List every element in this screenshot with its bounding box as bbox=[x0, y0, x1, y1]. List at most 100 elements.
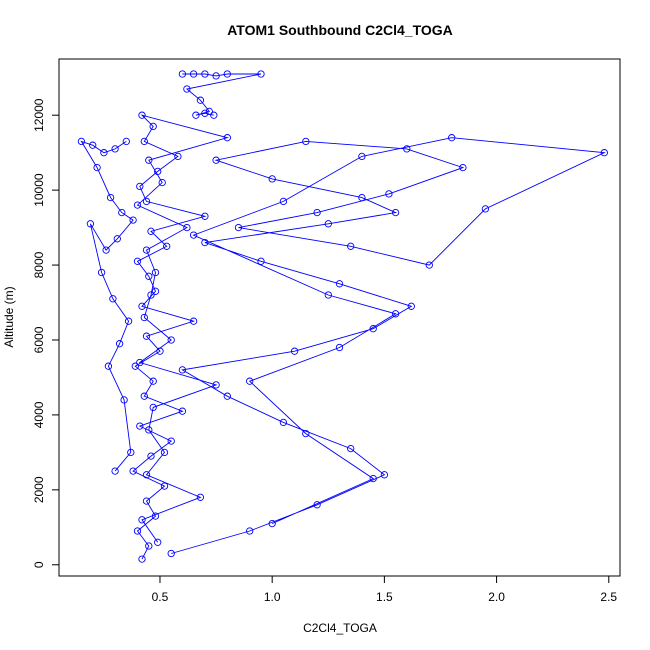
data-point bbox=[138, 302, 146, 310]
data-point bbox=[138, 555, 146, 563]
data-point bbox=[151, 268, 160, 277]
y-axis: 0 2000 4000 6000 8000 10000 12000 bbox=[32, 98, 60, 568]
data-point bbox=[313, 501, 321, 509]
data-point bbox=[189, 70, 198, 78]
data-point bbox=[212, 72, 220, 80]
data-point bbox=[324, 291, 332, 299]
data-point bbox=[391, 310, 400, 318]
x-tick-label: 1.5 bbox=[376, 590, 393, 604]
data-point bbox=[140, 313, 148, 322]
data-point bbox=[313, 208, 321, 217]
data-point bbox=[234, 223, 243, 232]
data-point bbox=[133, 201, 142, 209]
data-point bbox=[104, 362, 113, 370]
data-point bbox=[448, 134, 456, 142]
data-point bbox=[120, 396, 128, 404]
data-point bbox=[106, 193, 115, 202]
data-point bbox=[142, 246, 151, 254]
data-point bbox=[145, 542, 153, 550]
data-point bbox=[189, 317, 198, 325]
data-point bbox=[268, 519, 276, 528]
data-point bbox=[160, 482, 169, 490]
data-point bbox=[145, 426, 153, 434]
data-point bbox=[178, 70, 187, 78]
data-point bbox=[391, 208, 400, 217]
data-point bbox=[212, 381, 220, 389]
data-point bbox=[201, 109, 209, 117]
data-point bbox=[97, 268, 106, 277]
data-point bbox=[335, 343, 344, 352]
data-point bbox=[201, 70, 209, 78]
data-point bbox=[600, 149, 608, 157]
series-line bbox=[171, 137, 606, 554]
data-point bbox=[358, 152, 366, 161]
data-point bbox=[113, 235, 121, 243]
data-point bbox=[481, 205, 490, 213]
data-point bbox=[138, 111, 146, 119]
data-point bbox=[136, 182, 144, 191]
data-point bbox=[201, 212, 209, 220]
data-point bbox=[151, 287, 160, 295]
data-point bbox=[136, 422, 144, 430]
data-point bbox=[324, 220, 332, 228]
y-tick-label: 0 bbox=[32, 561, 46, 568]
data-point bbox=[167, 437, 175, 445]
data-point bbox=[133, 257, 142, 265]
data-point bbox=[257, 257, 265, 265]
data-point bbox=[183, 223, 191, 232]
data-point bbox=[189, 231, 198, 239]
data-point bbox=[192, 111, 200, 119]
series-line bbox=[132, 114, 229, 560]
data-point bbox=[154, 538, 162, 546]
x-tick-label: 2.0 bbox=[488, 590, 505, 604]
x-tick-label: 0.5 bbox=[152, 590, 169, 604]
x-axis-label: C2Cl4_TOGA bbox=[303, 621, 377, 635]
data-point bbox=[129, 467, 137, 475]
data-point bbox=[358, 193, 366, 202]
data-point bbox=[369, 474, 377, 483]
y-tick-label: 4000 bbox=[32, 401, 46, 428]
data-point bbox=[160, 448, 169, 457]
data-point bbox=[93, 163, 101, 172]
data-point bbox=[279, 418, 288, 427]
data-point bbox=[302, 137, 310, 146]
y-tick-label: 2000 bbox=[32, 476, 46, 503]
series-line bbox=[80, 140, 134, 472]
data-point bbox=[151, 512, 160, 520]
data-point bbox=[223, 134, 231, 142]
data-point bbox=[196, 493, 205, 501]
data-point bbox=[246, 527, 254, 535]
data-point bbox=[142, 332, 151, 340]
data-point bbox=[174, 152, 182, 161]
data-point bbox=[77, 137, 86, 146]
data-point bbox=[246, 377, 254, 385]
data-point bbox=[133, 527, 142, 535]
x-axis: 0.5 1.0 1.5 2.0 2.5 bbox=[152, 575, 617, 604]
data-point bbox=[142, 497, 151, 505]
data-point bbox=[347, 242, 355, 250]
data-point bbox=[138, 516, 146, 524]
data-point bbox=[145, 272, 153, 280]
data-point bbox=[156, 347, 164, 355]
data-point bbox=[149, 122, 157, 131]
y-tick-label: 12000 bbox=[32, 98, 46, 132]
data-point bbox=[268, 175, 276, 183]
data-point bbox=[158, 178, 166, 187]
series-line bbox=[182, 73, 262, 116]
data-point bbox=[302, 429, 310, 438]
x-tick-label: 1.0 bbox=[264, 590, 281, 604]
data-point bbox=[369, 325, 377, 333]
data-point bbox=[178, 366, 187, 374]
data-point bbox=[257, 70, 265, 78]
data-point bbox=[196, 96, 205, 104]
plot-area bbox=[77, 70, 608, 563]
data-point bbox=[223, 392, 231, 400]
data-point bbox=[115, 340, 124, 348]
data-point bbox=[122, 137, 130, 146]
data-point bbox=[149, 377, 157, 385]
data-point bbox=[109, 295, 117, 303]
data-point bbox=[118, 208, 126, 217]
data-point bbox=[407, 302, 415, 310]
chart-title: ATOM1 Southbound C2Cl4_TOGA bbox=[227, 22, 453, 38]
